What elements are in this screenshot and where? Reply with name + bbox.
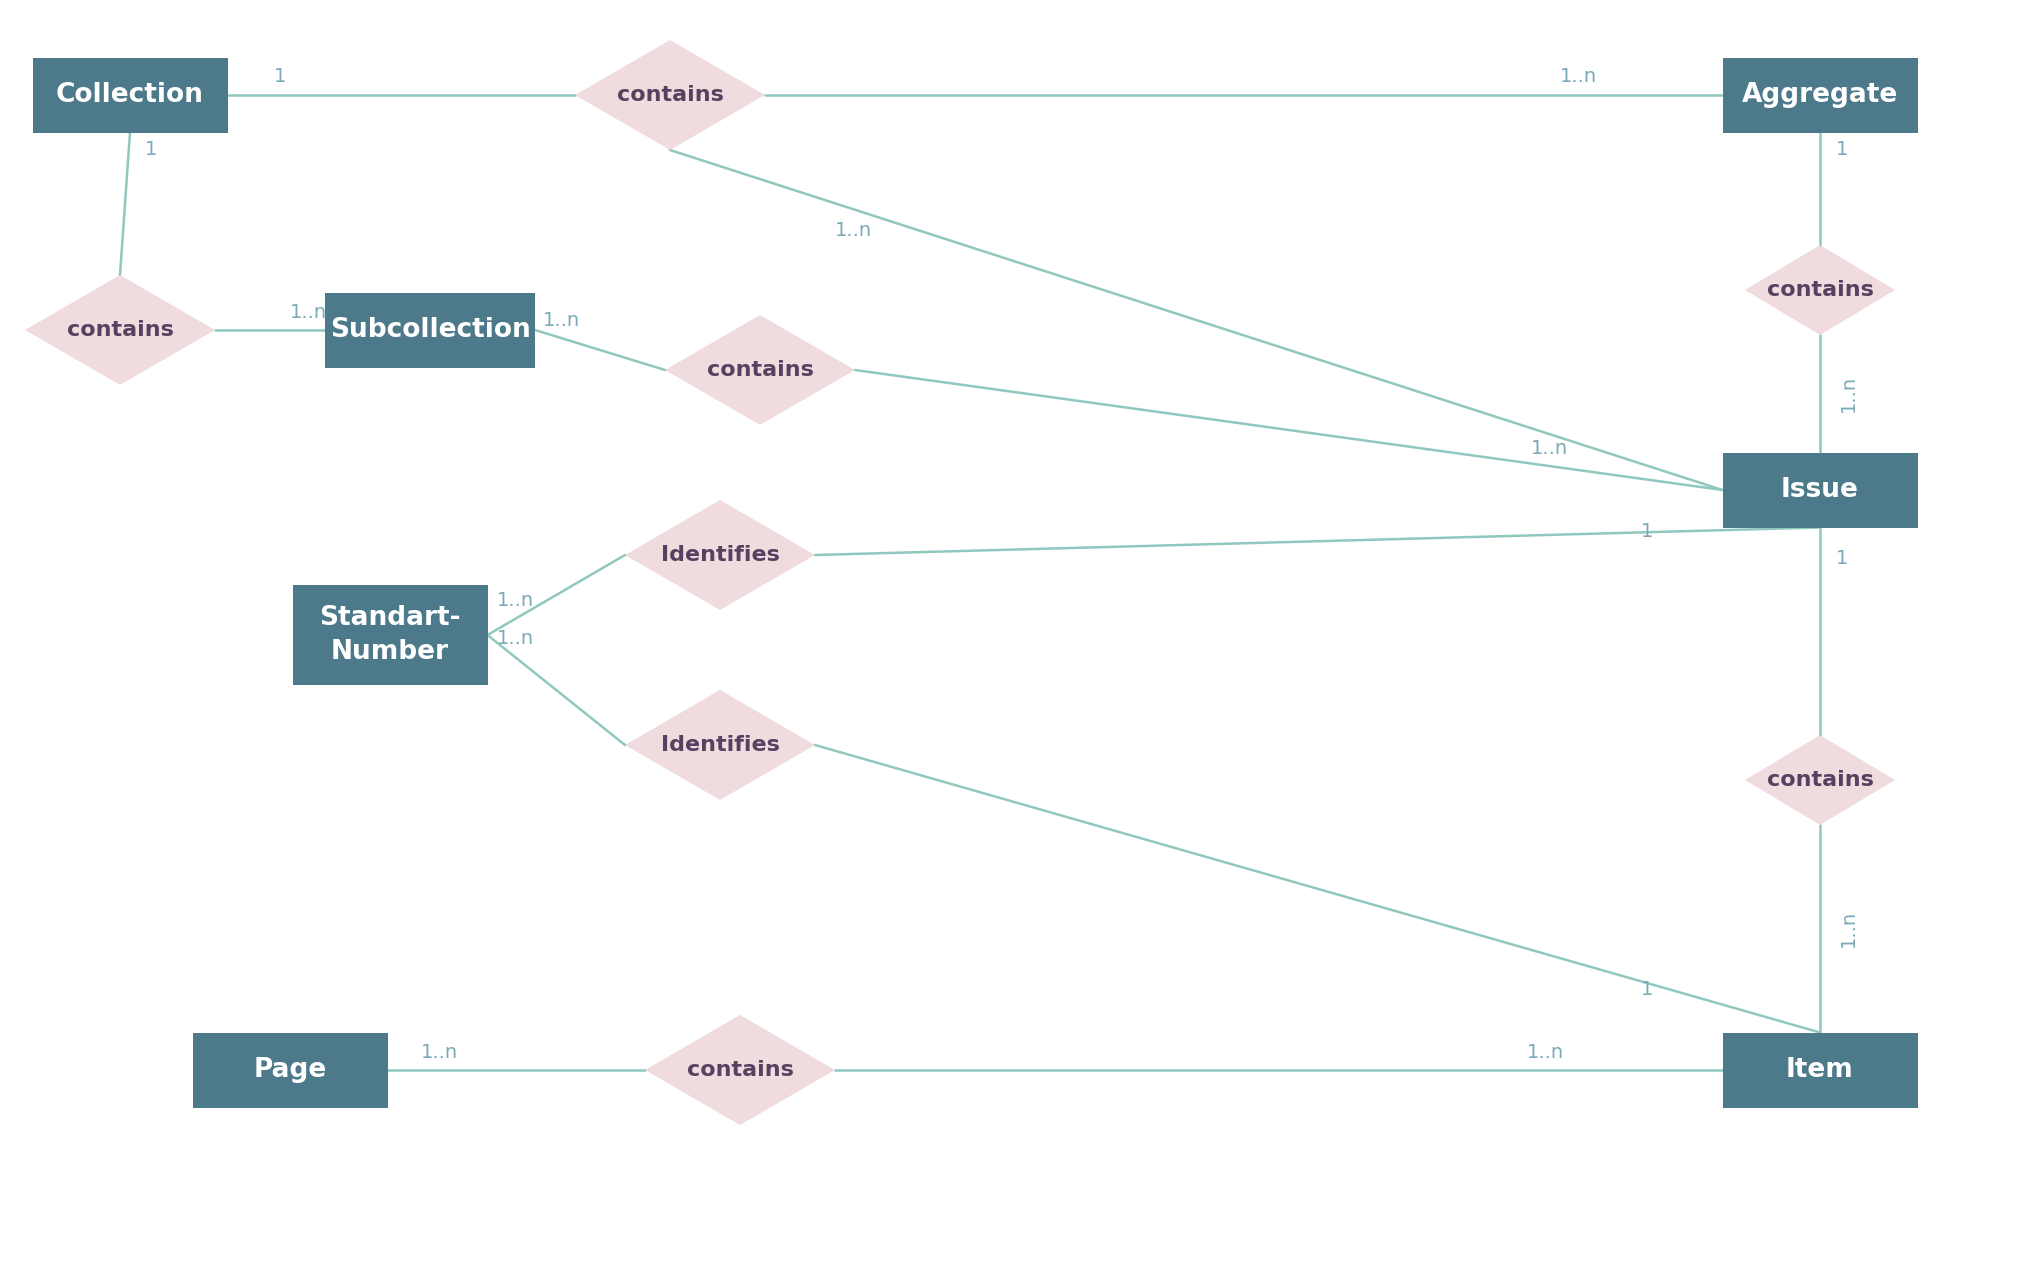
FancyBboxPatch shape [193, 1032, 388, 1108]
Text: Issue: Issue [1782, 476, 1859, 503]
Text: 1: 1 [1837, 140, 1849, 159]
Text: Standart-
Number: Standart- Number [319, 605, 462, 665]
Polygon shape [1745, 245, 1896, 335]
Text: 1..n: 1..n [834, 221, 873, 240]
Text: contains: contains [616, 85, 724, 105]
Text: Page: Page [254, 1057, 327, 1082]
Text: contains: contains [687, 1061, 793, 1080]
Text: 1..n: 1..n [496, 592, 533, 610]
Text: 1..n: 1..n [1560, 68, 1597, 86]
Text: contains: contains [67, 320, 173, 340]
Text: 1..n: 1..n [421, 1043, 458, 1062]
Polygon shape [645, 1014, 836, 1125]
FancyBboxPatch shape [1723, 452, 1918, 528]
Text: 1..n: 1..n [1839, 910, 1857, 948]
FancyBboxPatch shape [33, 58, 228, 132]
Polygon shape [576, 40, 765, 150]
Text: Aggregate: Aggregate [1741, 82, 1898, 108]
Text: Identifies: Identifies [661, 544, 779, 565]
Polygon shape [624, 499, 816, 610]
Text: Collection: Collection [57, 82, 203, 108]
FancyBboxPatch shape [1723, 1032, 1918, 1108]
Text: 1: 1 [1641, 523, 1654, 541]
Text: 1..n: 1..n [1530, 439, 1568, 457]
Text: contains: contains [1768, 770, 1873, 790]
Text: Identifies: Identifies [661, 734, 779, 755]
FancyBboxPatch shape [1723, 58, 1918, 132]
Polygon shape [24, 275, 216, 385]
Text: Item: Item [1786, 1057, 1853, 1082]
Polygon shape [1745, 734, 1896, 826]
Text: 1: 1 [144, 140, 157, 159]
Text: 1..n: 1..n [291, 303, 327, 321]
Text: 1..n: 1..n [496, 629, 533, 648]
Text: 1..n: 1..n [1526, 1043, 1564, 1062]
Text: 1..n: 1..n [1839, 375, 1857, 412]
Text: 1: 1 [1641, 980, 1654, 999]
FancyBboxPatch shape [325, 293, 535, 367]
Text: 1..n: 1..n [543, 311, 580, 330]
FancyBboxPatch shape [293, 586, 488, 684]
Text: contains: contains [1768, 280, 1873, 300]
Text: Subcollection: Subcollection [330, 317, 531, 343]
Polygon shape [665, 315, 854, 425]
Text: 1: 1 [1837, 550, 1849, 568]
Polygon shape [624, 690, 816, 800]
Text: contains: contains [706, 360, 814, 380]
Text: 1: 1 [273, 68, 287, 86]
